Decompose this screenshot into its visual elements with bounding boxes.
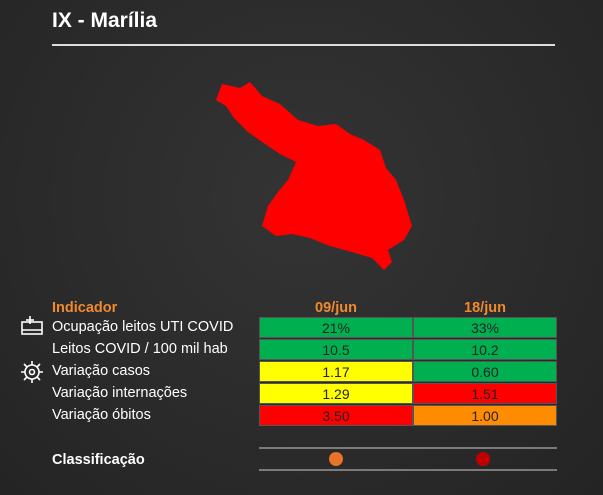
cell: 3.50 — [259, 405, 413, 426]
cell: 10.2 — [413, 339, 557, 360]
title-rule — [52, 44, 555, 46]
row-label: Variação internações — [52, 385, 188, 401]
classification-dot — [476, 452, 490, 466]
cell: 10.5 — [259, 339, 413, 360]
row-label: Variação casos — [52, 363, 151, 379]
cell: 1.00 — [413, 405, 557, 426]
header-label: Indicador — [52, 300, 118, 316]
cell: 33% — [413, 317, 557, 338]
column-header: 18/jun — [464, 300, 506, 316]
title: IX - Marília — [52, 9, 158, 32]
column-header: 09/jun — [315, 300, 357, 316]
row-label: Variação óbitos — [52, 407, 151, 423]
classification-label: Classificação — [52, 452, 145, 468]
row-label: Leitos COVID / 100 mil hab — [52, 341, 228, 357]
cell: 1.17 — [259, 361, 413, 382]
region-map — [216, 82, 412, 270]
cell: 1.51 — [413, 383, 557, 404]
cell: 1.29 — [259, 383, 413, 404]
cell: 21% — [259, 317, 413, 338]
cell: 0.60 — [413, 361, 557, 382]
virus-icon — [21, 361, 43, 383]
bed-icon — [21, 316, 43, 335]
row-label: Ocupação leitos UTI COVID — [52, 319, 234, 335]
classification-dot — [329, 452, 343, 466]
